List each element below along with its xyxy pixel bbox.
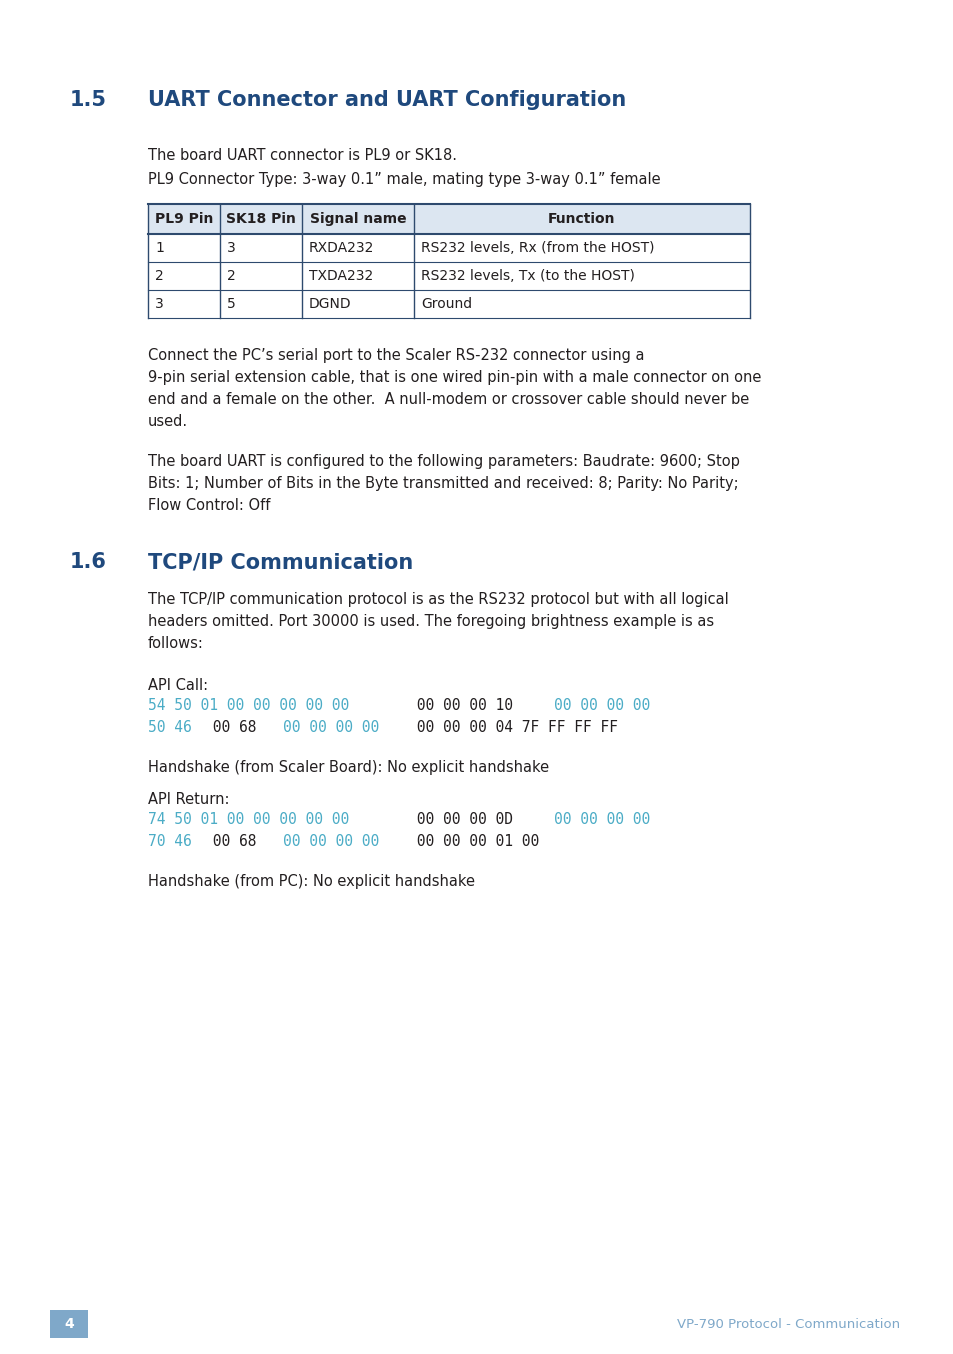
Text: RXDA232: RXDA232 [309,241,374,255]
Text: TCP/IP Communication: TCP/IP Communication [148,552,413,571]
Text: TXDA232: TXDA232 [309,269,373,283]
Text: Connect the PC’s serial port to the Scaler RS-232 connector using a: Connect the PC’s serial port to the Scal… [148,348,644,363]
Text: Flow Control: Off: Flow Control: Off [148,498,270,513]
Text: 50 46: 50 46 [148,720,192,735]
Text: VP-790 Protocol - Communication: VP-790 Protocol - Communication [677,1317,899,1331]
Bar [50,1311,88,1338]
Text: 00 68: 00 68 [204,834,266,849]
Text: PL9 Connector Type: 3-way 0.1” male, mating type 3-way 0.1” female: PL9 Connector Type: 3-way 0.1” male, mat… [148,172,659,187]
Text: UART Connector and UART Configuration: UART Connector and UART Configuration [148,89,625,110]
Text: API Call:: API Call: [148,678,208,693]
Text: 1.6: 1.6 [70,552,107,571]
Text: 3: 3 [154,297,164,311]
Text: 00 00 00 0D: 00 00 00 0D [407,812,521,827]
Text: 00 00 00 00: 00 00 00 00 [554,812,650,827]
Text: 3: 3 [227,241,235,255]
Text: 9-pin serial extension cable, that is one wired pin-pin with a male connector on: 9-pin serial extension cable, that is on… [148,370,760,385]
Text: RS232 levels, Rx (from the HOST): RS232 levels, Rx (from the HOST) [420,241,654,255]
Text: RS232 levels, Tx (to the HOST): RS232 levels, Tx (to the HOST) [420,269,634,283]
Text: DGND: DGND [309,297,352,311]
Text: 00 00 00 04 7F FF FF FF: 00 00 00 04 7F FF FF FF [407,720,617,735]
Text: The board UART connector is PL9 or SK18.: The board UART connector is PL9 or SK18. [148,148,456,162]
Text: 1: 1 [154,241,164,255]
Text: 54 50 01 00 00 00 00 00: 54 50 01 00 00 00 00 00 [148,699,349,714]
Text: 2: 2 [154,269,164,283]
Text: 70 46: 70 46 [148,834,192,849]
Bar [148,204,749,234]
Text: follows:: follows: [148,636,204,651]
Text: SK18 Pin: SK18 Pin [226,213,295,226]
Text: 4: 4 [64,1317,73,1331]
Text: 00 00 00 01 00: 00 00 00 01 00 [407,834,538,849]
Text: Handshake (from PC): No explicit handshake: Handshake (from PC): No explicit handsha… [148,873,475,890]
Text: The board UART is configured to the following parameters: Baudrate: 9600; Stop: The board UART is configured to the foll… [148,454,740,468]
Text: end and a female on the other.  A null-modem or crossover cable should never be: end and a female on the other. A null-mo… [148,393,748,408]
Text: Function: Function [548,213,615,226]
Text: 74 50 01 00 00 00 00 00: 74 50 01 00 00 00 00 00 [148,812,349,827]
Text: The TCP/IP communication protocol is as the RS232 protocol but with all logical: The TCP/IP communication protocol is as … [148,592,728,607]
Text: Ground: Ground [420,297,472,311]
Text: Handshake (from Scaler Board): No explicit handshake: Handshake (from Scaler Board): No explic… [148,760,549,774]
Text: 2: 2 [227,269,235,283]
Text: 1.5: 1.5 [70,89,107,110]
Text: Bits: 1; Number of Bits in the Byte transmitted and received: 8; Parity: No Pari: Bits: 1; Number of Bits in the Byte tran… [148,477,738,492]
Text: 00 00 00 10: 00 00 00 10 [407,699,521,714]
Text: PL9 Pin: PL9 Pin [154,213,213,226]
Text: Signal name: Signal name [310,213,406,226]
Text: API Return:: API Return: [148,792,230,807]
Text: 5: 5 [227,297,235,311]
Text: used.: used. [148,414,188,429]
Text: headers omitted. Port 30000 is used. The foregoing brightness example is as: headers omitted. Port 30000 is used. The… [148,613,714,630]
Text: 00 00 00 00: 00 00 00 00 [283,720,379,735]
Text: 00 68: 00 68 [204,720,266,735]
Text: 00 00 00 00: 00 00 00 00 [554,699,650,714]
Text: 00 00 00 00: 00 00 00 00 [283,834,379,849]
